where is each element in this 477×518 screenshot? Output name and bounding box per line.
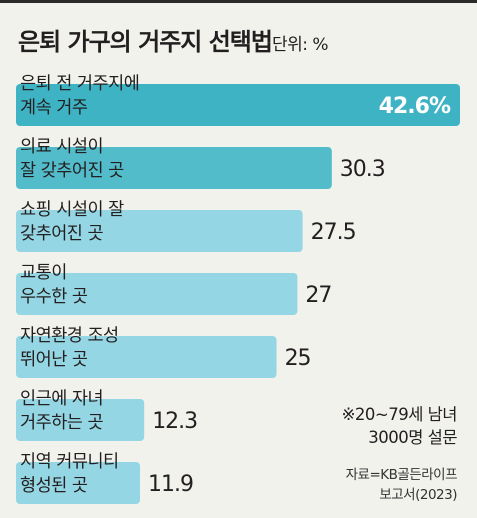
value-label-1: 42.6% [379, 94, 451, 119]
value-label-2: 30.3 [340, 157, 385, 182]
category-label-5-line-2: 뛰어난 곳 [20, 350, 88, 370]
top-rule [0, 0, 477, 3]
value-label-4: 27 [305, 283, 331, 308]
value-label-3: 27.5 [311, 220, 356, 245]
unit-label: 단위: % [272, 35, 329, 55]
source-note: 자료=KB골든라이프 보고서(2023) [345, 465, 458, 505]
category-label-4-line-1: 교통이 [20, 263, 67, 283]
source-note-line-2: 보고서(2023) [379, 487, 457, 503]
sample-note-line-1: ※20~79세 남녀 [341, 405, 458, 424]
category-label-1-line-1: 은퇴 전 거주지에 [20, 74, 139, 94]
value-label-7: 11.9 [148, 472, 193, 497]
bar-3 [16, 210, 303, 252]
category-label-2-line-2: 잘 갖추어진 곳 [20, 161, 124, 181]
chart-title: 은퇴 가구의 거주지 선택법 [18, 28, 273, 56]
category-label-6-line-1: 인근에 자녀 [20, 389, 103, 409]
category-label-7-line-1: 지역 커뮤니티 [20, 452, 119, 472]
category-label-5-line-1: 자연환경 조성 [20, 326, 119, 346]
sample-note: ※20~79세 남녀 3000명 설문 [341, 403, 458, 449]
value-label-5: 25 [285, 346, 311, 371]
value-label-6: 12.3 [152, 409, 197, 434]
source-note-line-1: 자료=KB골든라이프 [345, 467, 458, 483]
category-label-3-line-2: 갖추어진 곳 [20, 224, 103, 244]
category-label-2-line-1: 의료 시설이 [20, 137, 103, 157]
category-label-4-line-2: 우수한 곳 [20, 287, 88, 307]
category-label-7-line-2: 형성된 곳 [20, 476, 88, 496]
sample-note-line-2: 3000명 설문 [368, 428, 457, 447]
category-label-3-line-1: 쇼핑 시설이 잘 [20, 200, 124, 220]
bar-4 [16, 273, 298, 315]
category-label-1-line-2: 계속 거주 [20, 98, 88, 118]
bar-2 [16, 147, 332, 189]
bar-5 [16, 336, 277, 378]
bar-1 [16, 84, 460, 126]
bar-7 [16, 462, 141, 504]
category-label-6-line-2: 거주하는 곳 [20, 413, 103, 433]
bar-6 [16, 399, 145, 441]
